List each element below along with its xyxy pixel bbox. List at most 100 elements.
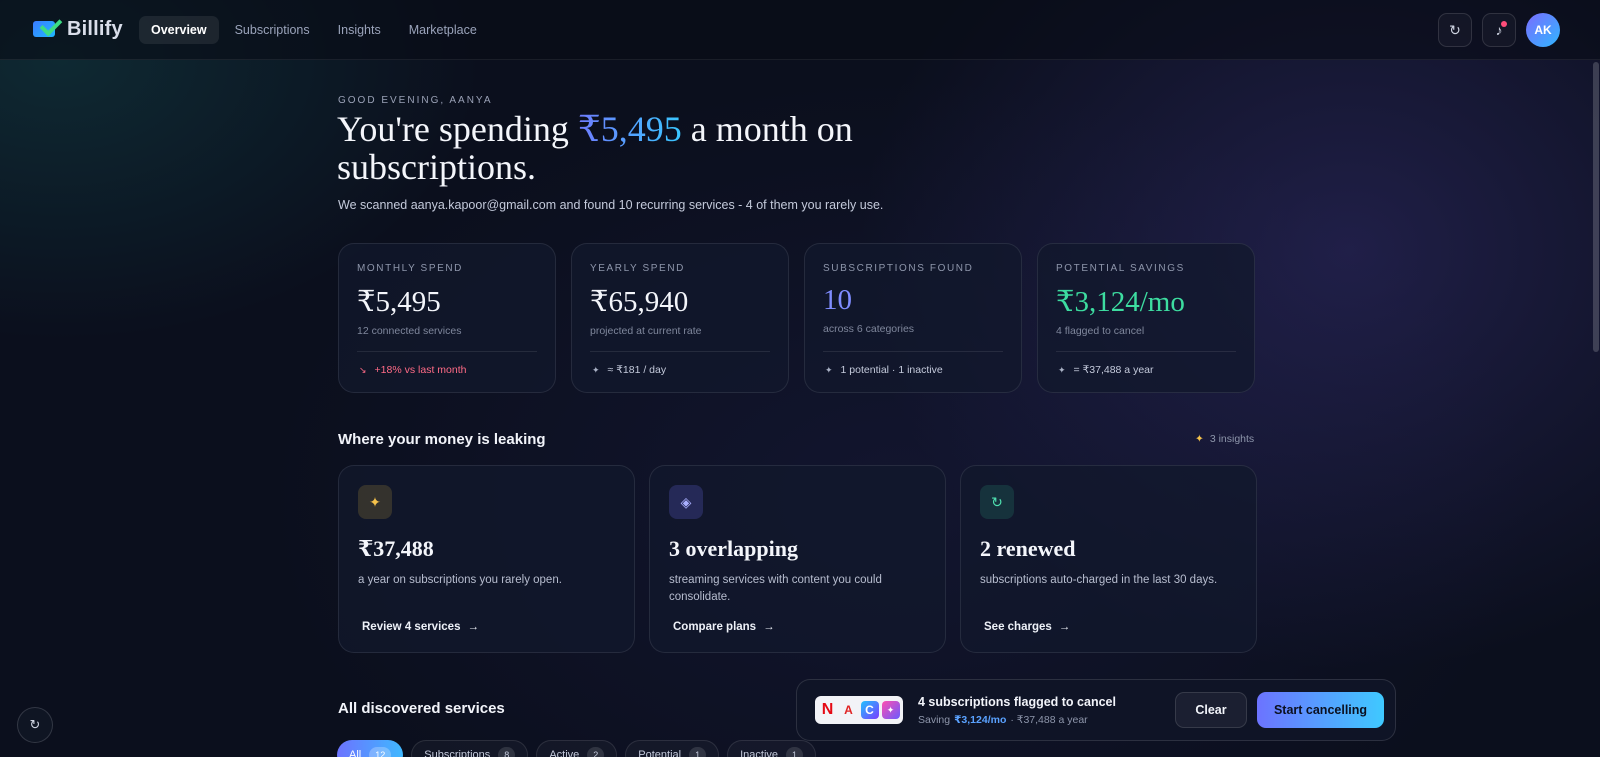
flagged-service-logos: N A C ✦ (815, 696, 903, 724)
arrow-right-icon: → (467, 621, 479, 633)
start-cancelling-button[interactable]: Start cancelling (1257, 692, 1384, 728)
notification-dot (1501, 21, 1507, 27)
title-post: a month on subscriptions. (337, 109, 853, 187)
stat-value: ₹3,124/mo (1056, 286, 1185, 318)
stat-card-monthly-spend: MONTHLY SPEND ₹5,495 12 connected servic… (338, 243, 556, 393)
leaking-section-title: Where your money is leaking (338, 431, 546, 448)
filter-all[interactable]: All 12 (337, 740, 404, 757)
bell-icon: ♪ (1495, 22, 1503, 38)
filter-count: 8 (498, 747, 516, 757)
filter-label: Potential (638, 749, 682, 757)
clear-button[interactable]: Clear (1175, 692, 1247, 728)
filter-label: Subscriptions (424, 749, 491, 757)
nav-overview[interactable]: Overview (139, 16, 219, 44)
insights-count: ✦ 3 insights (1195, 433, 1254, 445)
title-amount: ₹5,495 (577, 109, 682, 149)
insight-card-rarely-used[interactable]: ✦ ₹37,488 a year on subscriptions you ra… (338, 465, 635, 653)
filter-count: 12 (369, 747, 392, 757)
adobe-logo-icon: A (844, 703, 853, 717)
filter-active[interactable]: Active 2 (536, 740, 618, 757)
insight-value: 3 overlapping (669, 536, 798, 561)
insight-card-overlapping[interactable]: ◈ 3 overlapping streaming services with … (649, 465, 946, 653)
see-charges-link[interactable]: See charges → (984, 621, 1070, 633)
stat-card-subscriptions-found: SUBSCRIPTIONS FOUND 10 across 6 categori… (804, 243, 1022, 393)
stat-value: ₹65,940 (590, 286, 689, 318)
stat-sub: across 6 categories (823, 323, 915, 335)
filter-potential[interactable]: Potential 1 (625, 740, 720, 757)
insight-desc: subscriptions auto-charged in the last 3… (980, 574, 1218, 586)
review-services-link[interactable]: Review 4 services → (362, 621, 479, 633)
avatar[interactable]: AK (1526, 13, 1560, 47)
filter-inactive[interactable]: Inactive 1 (727, 740, 817, 757)
refresh-button[interactable]: ↻ (1438, 13, 1472, 47)
stat-foot: ✦ ≈ ₹181 / day (592, 364, 666, 376)
sparkle-icon: ✦ (1195, 433, 1204, 445)
stat-card-potential-savings: POTENTIAL SAVINGS ₹3,124/mo 4 flagged to… (1037, 243, 1255, 393)
discovered-section-title: All discovered services (338, 700, 505, 717)
filter-count: 1 (689, 747, 707, 757)
page-subtitle: We scanned aanya.kapoor@gmail.com and fo… (338, 198, 884, 212)
sparkle-app-logo-icon: ✦ (881, 701, 900, 719)
stat-card-yearly-spend: YEARLY SPEND ₹65,940 projected at curren… (571, 243, 789, 393)
insight-card-renewed[interactable]: ↻ 2 renewed subscriptions auto-charged i… (960, 465, 1257, 653)
arrow-right-icon: → (1058, 621, 1071, 633)
divider (1056, 351, 1236, 352)
arrow-right-icon: → (763, 621, 775, 633)
filter-label: Inactive (740, 749, 779, 757)
floating-refresh-button[interactable]: ↻ (17, 707, 53, 743)
compare-plans-link[interactable]: Compare plans → (673, 621, 775, 633)
sparkle-icon: ✦ (825, 364, 833, 375)
divider (823, 351, 1003, 352)
filter-label: All (349, 749, 362, 757)
nav-marketplace[interactable]: Marketplace (408, 23, 477, 37)
insight-desc: a year on subscriptions you rarely open. (358, 574, 562, 586)
cancel-action-bar: N A C ✦ 4 subscriptions flagged to cance… (796, 679, 1396, 741)
top-bar: Billify Overview Subscriptions Insights … (0, 0, 1600, 60)
logo[interactable]: Billify (33, 13, 123, 41)
stat-sub: projected at current rate (590, 325, 702, 337)
insight-desc: streaming services with content you coul… (669, 574, 882, 603)
link-label: See charges (984, 621, 1052, 633)
scrollbar[interactable] (1593, 62, 1599, 352)
sparkle-icon: ✦ (1058, 364, 1066, 375)
main-nav: Overview Subscriptions Insights Marketpl… (139, 16, 493, 44)
nav-subscriptions[interactable]: Subscriptions (234, 23, 310, 37)
stat-foot: ✦ 1 potential · 1 inactive (825, 364, 943, 376)
notifications-button[interactable]: ♪ (1482, 13, 1516, 47)
cancel-bar-subtitle: Saving ₹3,124/mo · ₹37,488 a year (918, 714, 1088, 726)
divider (357, 351, 537, 352)
canva-logo-icon: C (860, 701, 879, 719)
stat-value: 10 (823, 284, 852, 316)
link-label: Review 4 services (362, 621, 461, 633)
layers-icon: ◈ (669, 485, 703, 519)
refresh-icon: ↻ (1449, 21, 1461, 38)
stat-label: MONTHLY SPEND (357, 263, 464, 274)
stat-sub: 4 flagged to cancel (1056, 325, 1145, 337)
filter-subscriptions[interactable]: Subscriptions 8 (411, 740, 529, 757)
netflix-logo-icon: N (821, 701, 834, 718)
cancel-bar-title: 4 subscriptions flagged to cancel (918, 695, 1116, 709)
saving-suffix: · ₹37,488 a year (1010, 714, 1088, 726)
refresh-icon: ↻ (29, 717, 41, 732)
stat-label: YEARLY SPEND (590, 263, 685, 274)
insights-count-text: 3 insights (1209, 433, 1255, 445)
trend-down-icon: ↘ (359, 364, 367, 375)
title-pre: You're spending (337, 109, 578, 149)
stat-sub: 12 connected services (357, 325, 462, 337)
stat-foot-text: 1 potential · 1 inactive (840, 364, 943, 376)
nav-insights[interactable]: Insights (337, 23, 381, 37)
stat-foot-text: = ₹37,488 a year (1073, 364, 1154, 376)
stat-label: SUBSCRIPTIONS FOUND (823, 263, 974, 274)
stat-foot-text: +18% vs last month (374, 364, 467, 376)
stat-label: POTENTIAL SAVINGS (1056, 263, 1185, 274)
insight-value: 2 renewed (980, 536, 1076, 561)
filter-label: Active (549, 749, 580, 757)
billify-logo-icon (33, 13, 63, 41)
stat-value: ₹5,495 (357, 286, 441, 318)
stat-foot: ↘ +18% vs last month (359, 364, 466, 376)
filter-count: 1 (786, 747, 804, 757)
saving-prefix: Saving (918, 714, 951, 726)
insight-value: ₹37,488 (358, 536, 434, 561)
greeting: GOOD EVENING, AANYA (338, 95, 493, 106)
